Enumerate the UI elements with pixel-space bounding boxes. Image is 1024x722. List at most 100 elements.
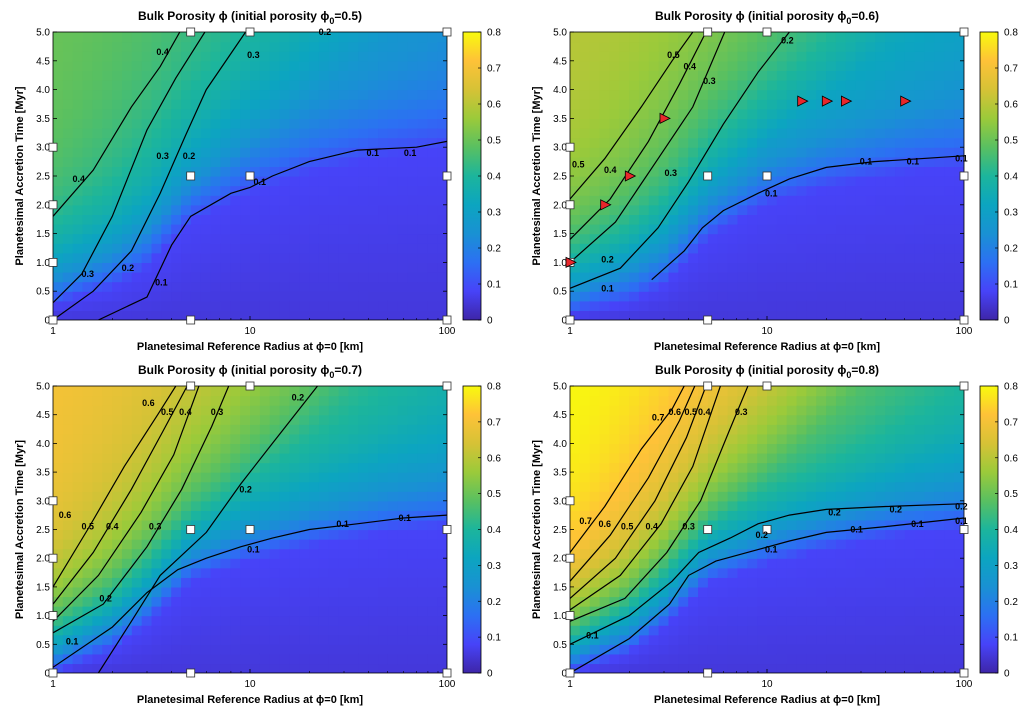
field-cell (388, 157, 398, 167)
field-cell (925, 138, 935, 148)
field-cell (806, 118, 816, 128)
field-cell (905, 424, 915, 434)
field-cell (73, 482, 83, 492)
field-cell (220, 80, 230, 90)
field-cell (83, 147, 93, 157)
field-cell (846, 568, 856, 578)
field-cell (161, 539, 171, 549)
field-cell (954, 214, 964, 224)
field-cell (806, 549, 816, 559)
field-cell (132, 166, 142, 176)
contour-label: 0.4 (106, 522, 119, 532)
field-cell (925, 32, 935, 42)
field-cell (388, 539, 398, 549)
field-cell (698, 224, 708, 234)
field-cell (954, 224, 964, 234)
field-cell (329, 453, 339, 463)
field-cell (767, 577, 777, 587)
field-cell (915, 90, 925, 100)
field-cell (846, 463, 856, 473)
field-cell (846, 310, 856, 320)
field-cell (600, 482, 610, 492)
field-cell (846, 415, 856, 425)
field-cell (757, 491, 767, 501)
field-cell (875, 128, 885, 138)
contour-label: 0.2 (183, 151, 196, 161)
field-cell (299, 501, 309, 511)
field-cell (260, 616, 270, 626)
field-cell (73, 157, 83, 167)
field-cell (142, 415, 152, 425)
field-cell (83, 310, 93, 320)
field-cell (388, 128, 398, 138)
field-cell (240, 61, 250, 71)
field-cell (299, 635, 309, 645)
field-cell (777, 51, 787, 61)
field-cell (349, 282, 359, 292)
field-cell (260, 205, 270, 215)
field-cell (787, 663, 797, 673)
field-cell (895, 147, 905, 157)
field-cell (220, 510, 230, 520)
field-cell (92, 463, 102, 473)
simulation-point-square (443, 172, 451, 180)
field-cell (349, 635, 359, 645)
field-cell (112, 42, 122, 52)
field-cell (767, 434, 777, 444)
field-cell (152, 654, 162, 664)
field-cell (639, 282, 649, 292)
field-cell (600, 310, 610, 320)
field-cell (619, 654, 629, 664)
field-cell (83, 301, 93, 311)
field-cell (339, 214, 349, 224)
field-cell (319, 310, 329, 320)
field-cell (211, 606, 221, 616)
field-cell (728, 434, 738, 444)
field-cell (934, 301, 944, 311)
field-cell (836, 42, 846, 52)
field-cell (570, 118, 580, 128)
field-cell (152, 510, 162, 520)
field-cell (806, 282, 816, 292)
field-cell (600, 99, 610, 109)
field-cell (629, 616, 639, 626)
field-cell (191, 587, 201, 597)
field-cell (797, 109, 807, 119)
field-cell (826, 644, 836, 654)
field-cell (299, 539, 309, 549)
field-cell (639, 80, 649, 90)
simulation-point-square (704, 28, 712, 36)
field-cell (728, 186, 738, 196)
field-cell (757, 138, 767, 148)
field-cell (806, 606, 816, 616)
field-cell (73, 415, 83, 425)
field-cell (309, 482, 319, 492)
field-cell (408, 577, 418, 587)
field-cell (349, 61, 359, 71)
field-cell (319, 195, 329, 205)
field-cell (580, 463, 590, 473)
field-cell (260, 99, 270, 109)
field-cell (260, 520, 270, 530)
field-cell (398, 549, 408, 559)
field-cell (319, 453, 329, 463)
field-cell (826, 482, 836, 492)
field-cell (329, 176, 339, 186)
field-cell (398, 195, 408, 205)
field-cell (427, 596, 437, 606)
field-cell (171, 463, 181, 473)
field-cell (289, 109, 299, 119)
field-cell (580, 61, 590, 71)
field-cell (570, 186, 580, 196)
field-cell (358, 644, 368, 654)
field-cell (250, 90, 260, 100)
field-cell (220, 109, 230, 119)
field-cell (83, 434, 93, 444)
field-cell (339, 51, 349, 61)
field-cell (609, 147, 619, 157)
field-cell (915, 118, 925, 128)
field-cell (358, 434, 368, 444)
field-cell (437, 472, 447, 482)
field-cell (152, 635, 162, 645)
field-cell (201, 463, 211, 473)
